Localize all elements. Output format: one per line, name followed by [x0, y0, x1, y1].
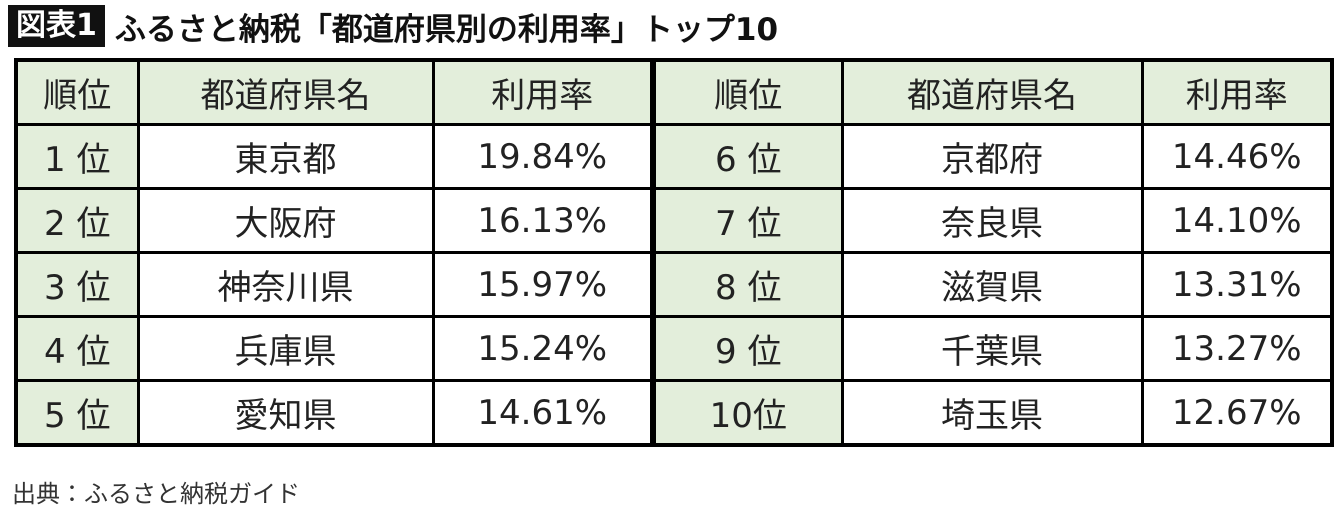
figure-label: 図表1 — [8, 5, 105, 47]
prefecture-cell: 奈良県 — [840, 187, 1144, 254]
prefecture-cell: 大阪府 — [136, 187, 435, 254]
ranking-table: 順位 都道府県名 利用率 順位 都道府県名 利用率 1 位東京都 19.84% 6 位京都府 1… — [14, 58, 1334, 447]
table-body: 1 位東京都 19.84% 6 位京都府 14.46% 2 位大阪府 16.13% 7 位奈… — [14, 123, 1334, 447]
table-row: 5 位愛知県 14.61% 10位 埼玉県 12.67% — [14, 379, 1334, 447]
prefecture-cell: 神奈川県 — [136, 251, 435, 318]
column-header: 順位 — [14, 58, 140, 126]
rank-cell: 6 位 — [650, 123, 844, 190]
title: ふるさと納税「都道府県別の利用率」トップ10 — [114, 11, 779, 48]
table-row: 4 位兵庫県 15.24% 9 位千葉県 13.27% — [14, 315, 1334, 382]
rate-cell: 12.67% — [1140, 379, 1334, 447]
prefecture-cell: 千葉県 — [840, 315, 1144, 382]
rate-cell: 16.13% — [431, 187, 655, 254]
rank-cell: 5 位 — [14, 379, 140, 447]
rank-cell: 7 位 — [650, 187, 844, 254]
column-header: 利用率 — [1140, 58, 1334, 126]
rank-cell: 3 位 — [14, 251, 140, 318]
rank-cell: 2 位 — [14, 187, 140, 254]
prefecture-cell: 滋賀県 — [840, 251, 1144, 318]
rank-cell: 9 位 — [650, 315, 844, 382]
prefecture-cell: 京都府 — [840, 123, 1144, 190]
column-header: 利用率 — [431, 58, 655, 126]
prefecture-cell: 東京都 — [136, 123, 435, 190]
rank-cell: 10位 — [650, 379, 844, 447]
table-head: 順位 都道府県名 利用率 順位 都道府県名 利用率 — [14, 58, 1334, 126]
table-row: 3 位神奈川県 15.97% 8 位滋賀県 13.31% — [14, 251, 1334, 318]
rate-cell: 15.24% — [431, 315, 655, 382]
column-header: 都道府県名 — [136, 58, 435, 126]
rate-cell: 13.31% — [1140, 251, 1334, 318]
rate-cell: 14.10% — [1140, 187, 1334, 254]
rank-cell: 8 位 — [650, 251, 844, 318]
rate-cell: 13.27% — [1140, 315, 1334, 382]
prefecture-cell: 埼玉県 — [840, 379, 1144, 447]
rate-cell: 14.46% — [1140, 123, 1334, 190]
header: 図表1 ふるさと納税「都道府県別の利用率」トップ10 — [8, 5, 779, 48]
rate-cell: 14.61% — [431, 379, 655, 447]
rate-cell: 15.97% — [431, 251, 655, 318]
prefecture-cell: 愛知県 — [136, 379, 435, 447]
prefecture-cell: 兵庫県 — [136, 315, 435, 382]
column-header: 都道府県名 — [840, 58, 1144, 126]
source: 出典：ふるさと納税ガイド — [12, 480, 300, 508]
rate-cell: 19.84% — [431, 123, 655, 190]
column-header: 順位 — [650, 58, 844, 126]
table-row: 2 位大阪府 16.13% 7 位奈良県 14.10% — [14, 187, 1334, 254]
table-row: 1 位東京都 19.84% 6 位京都府 14.46% — [14, 123, 1334, 190]
header-row: 順位 都道府県名 利用率 順位 都道府県名 利用率 — [14, 58, 1334, 126]
rank-cell: 1 位 — [14, 123, 140, 190]
rank-cell: 4 位 — [14, 315, 140, 382]
